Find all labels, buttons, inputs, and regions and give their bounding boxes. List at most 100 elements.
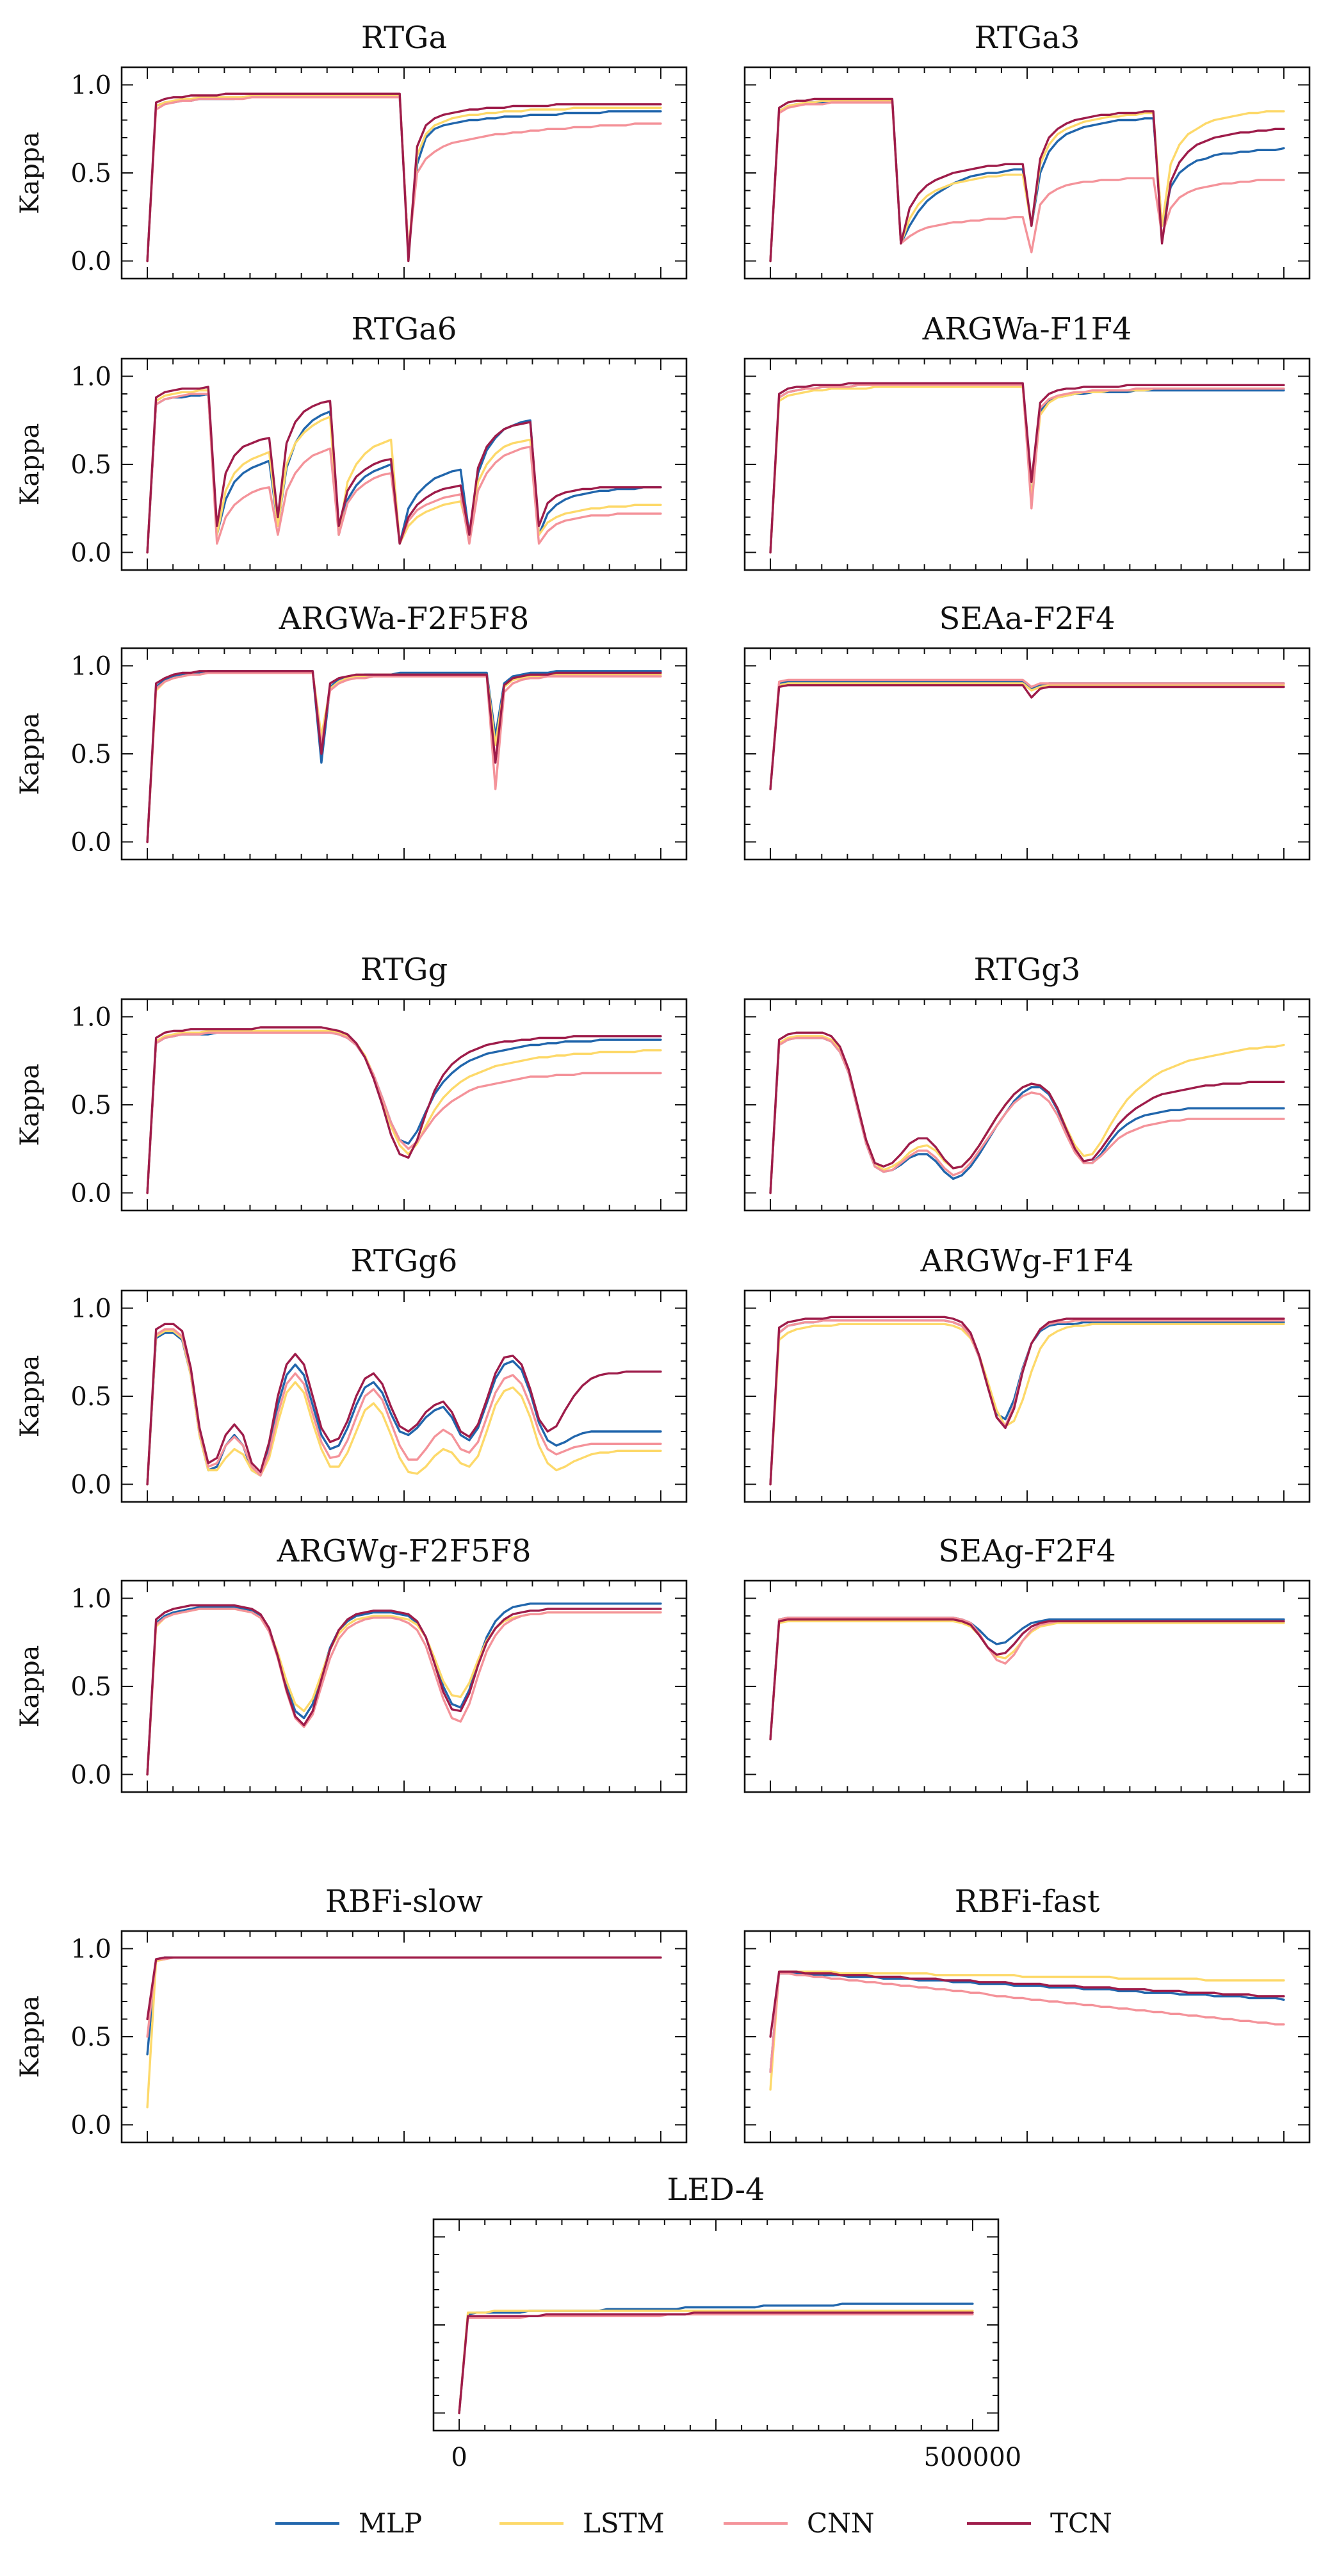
series-line-tcn <box>146 1026 662 1194</box>
legend-label: CNN <box>807 2507 875 2539</box>
panel-led-4: LED-4 0 500000 <box>432 2172 1022 2472</box>
y-tick-label: 1.0 <box>70 1294 111 1324</box>
panel-title: ARGWg-F2F5F8 <box>277 1533 531 1569</box>
panel-title: LED-4 <box>667 2172 765 2208</box>
panel-title: RTGg3 <box>974 952 1081 988</box>
y-tick-label: 0.5 <box>70 2023 111 2052</box>
series-line-tcn <box>769 684 1285 790</box>
series-line-lstm <box>769 1970 1285 2091</box>
panel-rbfi-slow: RBFi-slow 0.0 0.5 1.0 Kappa <box>15 1884 688 2144</box>
panel-rbfi-fast: RBFi-fast <box>743 1884 1311 2144</box>
series-line-lstm <box>146 1029 662 1194</box>
series-line-tcn <box>146 92 662 263</box>
series-line-cnn <box>769 101 1285 263</box>
legend-item-mlp: MLP <box>275 2507 422 2539</box>
y-tick-label: 0.0 <box>70 1761 111 1790</box>
legend: MLP LSTM CNN TCN <box>275 2507 1112 2539</box>
series-line-tcn <box>769 382 1285 554</box>
legend-item-cnn: CNN <box>724 2507 875 2539</box>
panel-seag-f2f4: SEAg-F2F4 <box>743 1533 1311 1793</box>
series-line-lstm <box>146 1330 662 1486</box>
y-tick-label: 1.0 <box>70 71 111 101</box>
panel-seaa-f2f4: SEAa-F2F4 <box>743 601 1311 861</box>
series-line-tcn <box>769 1618 1285 1741</box>
series-line-cnn <box>458 2313 974 2415</box>
panel-title: SEAa-F2F4 <box>939 601 1115 637</box>
panel-argwa-f2f5f8: ARGWa-F2F5F8 0.0 0.5 1.0 Kappa <box>15 601 688 861</box>
panel-argwg-f1f4: ARGWg-F1F4 <box>743 1243 1311 1503</box>
series-line-cnn <box>769 678 1285 790</box>
series-line-cnn <box>146 1328 662 1486</box>
y-tick-label: 0.5 <box>70 450 111 480</box>
y-axis-label: Kappa <box>15 132 45 215</box>
y-tick-label: 1.0 <box>70 1585 111 1614</box>
panel-title: RTGg <box>361 952 448 988</box>
panel-title: RTGa <box>361 20 447 56</box>
panel-title: RTGa3 <box>975 20 1080 56</box>
panel-rtga3: RTGa3 <box>743 20 1311 280</box>
x-tick-label: 0 <box>451 2443 467 2472</box>
series-line-tcn <box>458 2311 974 2415</box>
series-line-tcn <box>769 1316 1285 1486</box>
y-tick-label: 1.0 <box>70 1935 111 1964</box>
series-line-cnn <box>146 1031 662 1194</box>
legend-item-lstm: LSTM <box>499 2507 665 2539</box>
y-axis-label: Kappa <box>15 1996 45 2078</box>
legend-item-tcn: TCN <box>967 2507 1112 2539</box>
panel-title: RTGg6 <box>351 1243 458 1279</box>
y-tick-label: 0.5 <box>70 740 111 769</box>
y-tick-label: 0.0 <box>70 1179 111 1209</box>
series-line-tcn <box>146 1323 662 1486</box>
series-line-tcn <box>146 1604 662 1776</box>
series-line-cnn <box>146 1608 662 1776</box>
y-axis-label: Kappa <box>15 423 45 506</box>
y-tick-label: 0.0 <box>70 539 111 568</box>
y-tick-label: 0.5 <box>70 159 111 188</box>
y-axis-label: Kappa <box>15 1645 45 1728</box>
series-line-tcn <box>769 1031 1285 1194</box>
panel-title: RBFi-fast <box>955 1884 1100 1920</box>
series-line-cnn <box>146 671 662 844</box>
y-tick-label: 1.0 <box>70 363 111 392</box>
y-tick-label: 0.5 <box>70 1382 111 1412</box>
series-line-tcn <box>769 1970 1285 2038</box>
panel-argwa-f1f4: ARGWa-F1F4 <box>743 311 1311 571</box>
series-line-tcn <box>769 97 1285 263</box>
series-line-mlp <box>146 393 662 554</box>
panel-rtgg6: RTGg6 0.0 0.5 1.0 Kappa <box>15 1243 688 1503</box>
series-line-tcn <box>146 670 662 844</box>
y-tick-label: 0.5 <box>70 1091 111 1120</box>
y-tick-label: 0.0 <box>70 828 111 858</box>
series-line-mlp <box>769 1972 1285 2073</box>
y-axis-label: Kappa <box>15 1355 45 1438</box>
y-tick-label: 1.0 <box>70 1003 111 1032</box>
panel-title: ARGWa-F1F4 <box>922 311 1132 347</box>
y-axis-label: Kappa <box>15 1064 45 1146</box>
panel-rtgg3: RTGg3 <box>743 952 1311 1212</box>
series-line-lstm <box>769 682 1285 790</box>
y-tick-label: 1.0 <box>70 652 111 681</box>
legend-label: MLP <box>359 2507 422 2539</box>
y-tick-label: 0.5 <box>70 1672 111 1702</box>
panel-title: SEAg-F2F4 <box>938 1533 1115 1569</box>
legend-label: TCN <box>1050 2507 1112 2539</box>
panels: RTGa 0.0 0.5 1.0 Kappa RTGa3 RTGa6 0.0 0.5 1.0 Kap… <box>15 20 1311 2472</box>
series-line-cnn <box>769 384 1285 554</box>
panel-rtga6: RTGa6 0.0 0.5 1.0 Kappa <box>15 311 688 571</box>
y-axis-label: Kappa <box>15 713 45 795</box>
panel-rtgg: RTGg 0.0 0.5 1.0 Kappa <box>15 952 688 1212</box>
series-line-tcn <box>146 1956 662 2021</box>
panel-title: ARGWa-F2F5F8 <box>279 601 530 637</box>
x-tick-label: 500000 <box>924 2443 1022 2472</box>
series-line-lstm <box>458 2310 974 2415</box>
y-tick-label: 0.0 <box>70 247 111 277</box>
panel-rtga: RTGa 0.0 0.5 1.0 Kappa <box>15 20 688 280</box>
panel-title: RTGa6 <box>352 311 457 347</box>
panel-argwg-f2f5f8: ARGWg-F2F5F8 0.0 0.5 1.0 Kappa <box>15 1533 688 1793</box>
series-line-mlp <box>146 1602 662 1776</box>
series-line-cnn <box>769 1972 1285 2073</box>
panel-title: ARGWg-F1F4 <box>920 1243 1133 1279</box>
panel-title: RBFi-slow <box>325 1884 483 1920</box>
